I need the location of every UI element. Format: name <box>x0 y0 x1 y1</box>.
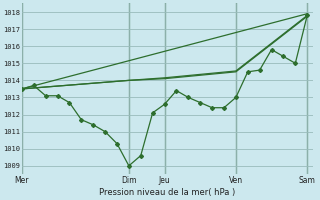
X-axis label: Pression niveau de la mer( hPa ): Pression niveau de la mer( hPa ) <box>100 188 236 197</box>
